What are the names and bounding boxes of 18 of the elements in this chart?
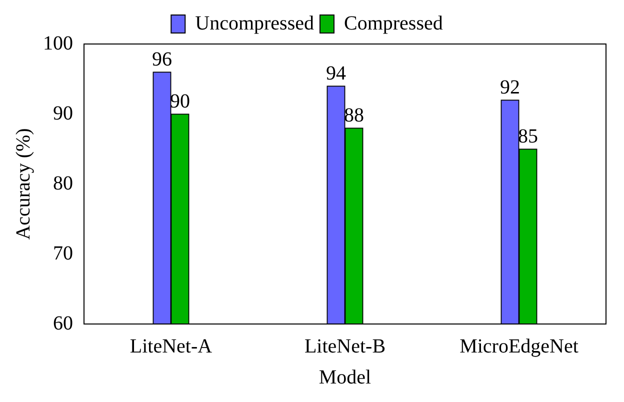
y-tick-label: 70 [53, 242, 73, 264]
y-tick-label: 100 [43, 32, 73, 54]
data-label: 96 [152, 48, 172, 70]
data-label: 92 [500, 76, 520, 98]
y-tick-label: 60 [53, 312, 73, 334]
x-tick-label: MicroEdgeNet [460, 335, 579, 358]
x-axis-title: Model [318, 366, 372, 388]
y-tick-label: 90 [53, 102, 73, 124]
y-axis-title: Accuracy (%) [12, 128, 34, 240]
x-tick-label: LiteNet-A [130, 335, 213, 358]
x-tick-label: LiteNet-B [304, 335, 386, 358]
data-label: 88 [344, 104, 364, 126]
y-tick-label: 80 [53, 172, 73, 194]
legend-label: Compressed [344, 12, 443, 34]
legend-label: Uncompressed [195, 12, 314, 34]
data-label: 94 [326, 62, 346, 84]
data-label: 85 [518, 125, 538, 148]
data-label: 90 [170, 90, 190, 112]
